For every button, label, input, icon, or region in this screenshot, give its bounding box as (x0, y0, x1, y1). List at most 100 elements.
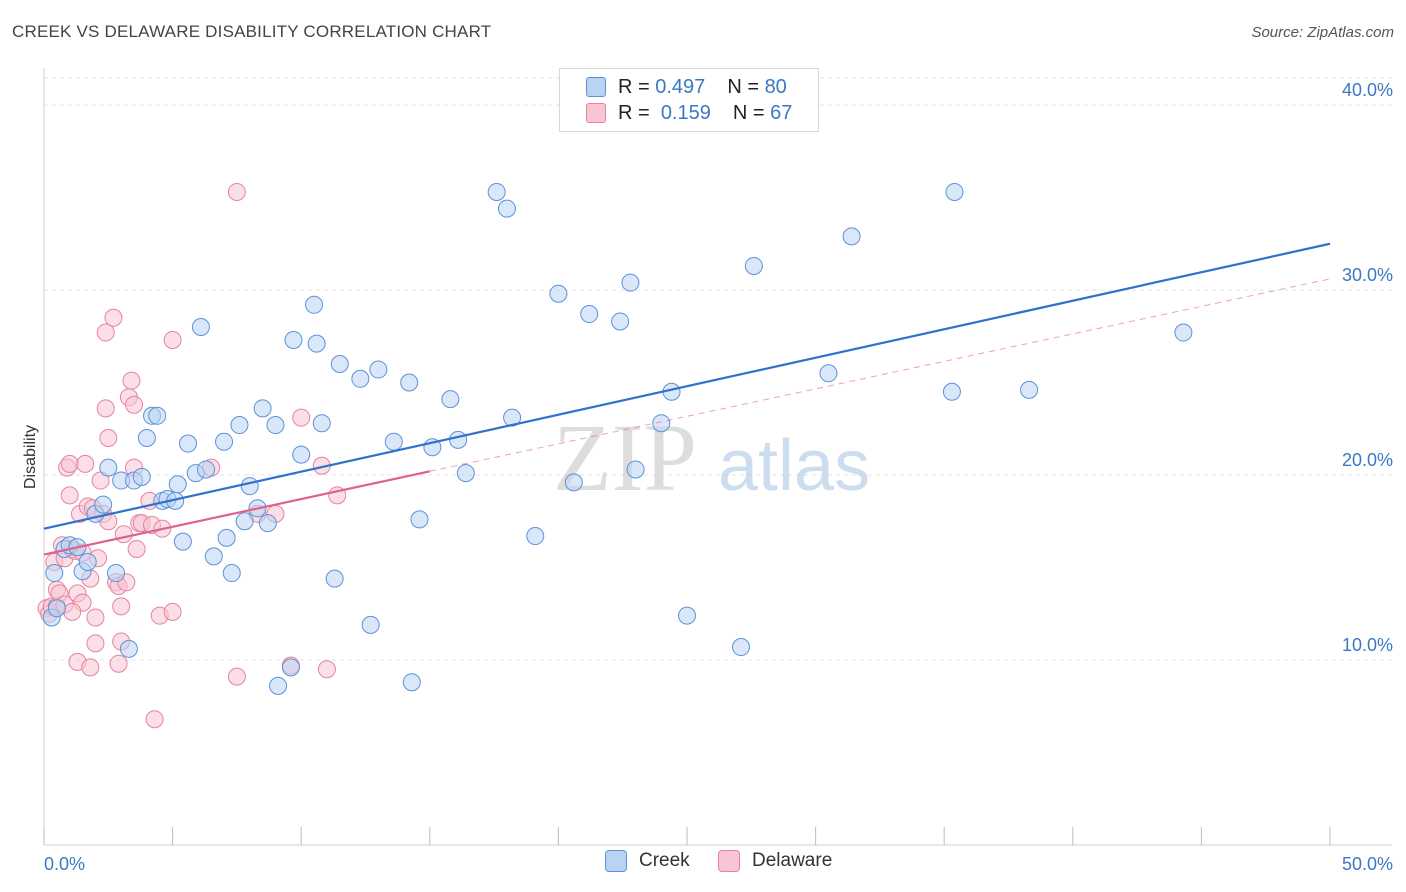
creek-point (45, 564, 64, 583)
delaware-point (60, 454, 79, 473)
delaware-point (81, 658, 100, 677)
delaware-point (163, 602, 182, 621)
creek-r-value: 0.497 (655, 75, 706, 98)
delaware-point (114, 525, 133, 544)
creek-points (42, 182, 1193, 695)
delaware-point (86, 608, 105, 627)
legend-row-delaware: R = 0.159 N = 67 (586, 101, 792, 125)
legend-row-creek: R = 0.497 N = 80 (586, 75, 787, 99)
delaware-point (60, 486, 79, 505)
creek-point (942, 382, 961, 401)
watermark-zip: ZIP (553, 404, 697, 511)
watermark-atlas: atlas (718, 426, 870, 506)
delaware-point (96, 323, 115, 342)
creek-point (312, 414, 331, 433)
chart-title: CREEK VS DELAWARE DISABILITY CORRELATION… (12, 22, 492, 41)
delaware-legend-swatch (718, 850, 740, 872)
creek-n-value: 80 (764, 75, 787, 98)
source-label: Source: ZipAtlas.com (1251, 24, 1394, 41)
delaware-point (99, 429, 118, 447)
creek-point (361, 615, 380, 634)
creek-point (307, 334, 326, 353)
creek-point (119, 639, 138, 658)
creek-point (78, 552, 97, 571)
delaware-legend-label: Delaware (752, 850, 833, 871)
creek-r-label: R = (618, 75, 650, 98)
creek-trend-line (43, 242, 1331, 530)
creek-point (148, 406, 167, 425)
y-tick-label: 10.0% (1342, 635, 1393, 655)
x-tick-label: 50.0% (1342, 854, 1393, 874)
creek-point (325, 569, 344, 588)
creek-point (222, 564, 241, 583)
creek-point (173, 532, 192, 551)
creek-point (441, 390, 460, 409)
creek-point (235, 512, 254, 531)
creek-point (549, 284, 568, 303)
delaware-point (163, 330, 182, 349)
creek-point (1020, 380, 1039, 399)
delaware-swatch (586, 103, 606, 123)
creek-point (402, 673, 421, 692)
creek-point (384, 432, 403, 451)
delaware-n-value: 67 (770, 101, 793, 124)
creek-point (626, 460, 645, 479)
axis-ticks: 10.0% 20.0% 30.0% 40.0% 0.0% 50.0% (44, 80, 1393, 874)
delaware-point (127, 540, 146, 558)
creek-point (449, 430, 468, 449)
grid-lines (44, 77, 1392, 661)
axes (43, 68, 1392, 846)
delaware-point (86, 634, 105, 653)
creek-point (137, 429, 156, 447)
delaware-point (76, 454, 95, 473)
creek-point (179, 434, 198, 453)
creek-point (410, 510, 429, 529)
creek-point (369, 360, 388, 379)
creek-point (652, 414, 671, 433)
creek-point (204, 547, 223, 566)
y-axis-label: Disability (22, 425, 39, 489)
delaware-point (145, 710, 164, 729)
creek-point (456, 464, 475, 483)
creek-point (284, 330, 303, 349)
bottom-legend-delaware: Delaware (718, 850, 832, 872)
correlation-legend: R = 0.497 N = 80 R = 0.159 N = 67 (559, 68, 819, 132)
creek-point (240, 477, 259, 496)
delaware-point (112, 597, 131, 616)
delaware-point (96, 399, 115, 418)
creek-point (258, 514, 277, 533)
creek-point (819, 364, 838, 383)
creek-legend-swatch (605, 850, 627, 872)
delaware-n-label: N = (732, 101, 765, 124)
creek-point (305, 295, 324, 314)
delaware-point (109, 654, 128, 673)
creek-point (253, 399, 272, 418)
delaware-point (125, 395, 144, 414)
creek-point (400, 373, 419, 392)
creek-point (611, 312, 630, 331)
creek-point (281, 658, 300, 677)
creek-point (351, 369, 370, 388)
bottom-legend-creek: Creek (605, 850, 690, 872)
creek-point (732, 638, 751, 657)
delaware-point (227, 182, 246, 201)
y-tick-label: 20.0% (1342, 450, 1393, 470)
creek-point (94, 495, 113, 514)
creek-point (215, 432, 234, 451)
y-tick-label: 40.0% (1342, 80, 1393, 100)
creek-point (217, 528, 236, 547)
delaware-r-value: 0.159 (660, 101, 711, 124)
creek-n-label: N = (727, 75, 759, 98)
creek-point (269, 676, 288, 695)
creek-point (526, 527, 545, 546)
delaware-point (227, 667, 246, 686)
creek-point (132, 467, 151, 486)
creek-point (487, 182, 506, 201)
delaware-point (104, 308, 123, 327)
creek-point (744, 256, 763, 275)
delaware-r-label: R = (618, 101, 650, 124)
creek-point (497, 199, 516, 218)
creek-point (99, 458, 118, 477)
delaware-trend-line (43, 470, 431, 556)
